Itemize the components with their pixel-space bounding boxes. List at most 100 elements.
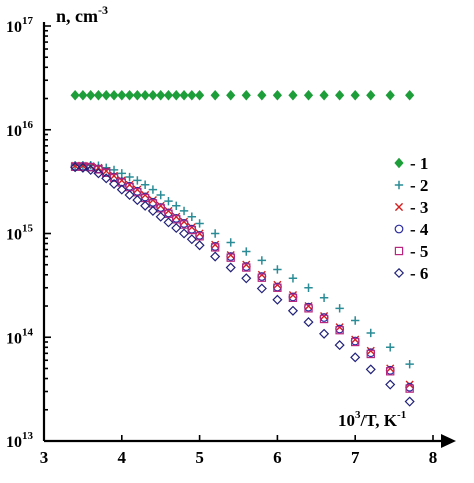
data-point	[101, 173, 112, 184]
data-point	[132, 90, 142, 101]
data-point	[210, 90, 220, 101]
data-point	[156, 190, 165, 200]
data-point	[226, 250, 235, 260]
data-point	[366, 328, 375, 338]
y-axis-label-text: n, cm	[56, 6, 98, 26]
data-point	[194, 240, 205, 251]
data-point	[148, 185, 158, 194]
data-point	[125, 172, 134, 182]
data-point	[93, 90, 104, 101]
data-point	[125, 180, 134, 189]
data-point	[187, 90, 197, 101]
data-point	[319, 328, 330, 339]
data-point	[334, 340, 345, 351]
x-tick-label: 6	[273, 448, 282, 467]
data-point	[77, 162, 88, 173]
data-point	[226, 238, 235, 247]
data-point	[304, 304, 313, 313]
data-point	[320, 312, 329, 321]
data-point	[241, 273, 252, 284]
data-point	[187, 212, 197, 221]
data-point	[117, 169, 126, 178]
legend-item-3: - 3	[394, 198, 428, 217]
data-point	[210, 251, 221, 262]
data-point	[70, 162, 81, 173]
data-point	[187, 225, 197, 235]
data-point	[172, 212, 181, 221]
data-point	[195, 229, 204, 238]
legend-marker	[394, 180, 404, 190]
x-tick-label: 5	[195, 448, 204, 467]
x-tick-label: 7	[351, 448, 360, 467]
data-point	[195, 90, 205, 101]
y-tick-label: 1017	[6, 15, 34, 36]
data-point	[147, 205, 158, 216]
data-point	[164, 206, 173, 216]
data-point	[257, 270, 266, 279]
data-point	[272, 90, 282, 101]
data-point	[319, 314, 329, 324]
data-point	[288, 293, 298, 303]
data-point	[140, 200, 151, 211]
x-axis-label: 103/T, K-1	[338, 409, 406, 430]
data-point	[303, 317, 314, 328]
data-point	[171, 222, 182, 234]
data-point	[156, 90, 166, 101]
x-tick-label: 3	[40, 448, 49, 467]
data-point	[172, 201, 181, 210]
legend-item-2: - 2	[394, 176, 428, 195]
data-point	[288, 90, 298, 101]
data-point	[350, 90, 360, 101]
data-point	[117, 176, 126, 185]
y-axis-label: n, cm-3	[56, 3, 108, 26]
data-point	[288, 274, 298, 283]
legend-label: - 3	[410, 198, 428, 217]
data-point	[78, 90, 88, 101]
data-point	[86, 90, 96, 101]
data-point	[242, 247, 251, 256]
legend-label: - 6	[410, 264, 428, 283]
data-point	[141, 190, 150, 200]
x-tick-label: 4	[118, 448, 127, 467]
data-point	[109, 90, 119, 101]
data-point	[117, 90, 127, 101]
data-point	[365, 364, 376, 375]
data-point	[386, 367, 395, 376]
data-point	[179, 220, 189, 229]
data-point	[257, 256, 267, 265]
data-point	[155, 211, 166, 222]
data-point	[101, 90, 111, 101]
data-point	[405, 384, 414, 393]
data-point	[211, 240, 220, 249]
data-point	[335, 325, 344, 335]
data-point	[405, 359, 414, 369]
data-point	[385, 379, 396, 390]
data-point	[179, 206, 189, 216]
series-4	[70, 161, 415, 392]
data-point	[187, 223, 196, 232]
data-point	[124, 90, 135, 101]
data-point	[163, 217, 174, 228]
data-point	[93, 168, 104, 179]
x-axis-label-text: /T, K	[360, 411, 398, 430]
y-tick-label: 1013	[6, 430, 34, 451]
data-point	[303, 90, 314, 101]
legend-item-6: - 6	[393, 264, 428, 283]
data-point	[171, 90, 181, 101]
data-point	[148, 90, 158, 101]
data-point	[195, 219, 204, 228]
y-tick-label: 1014	[6, 326, 34, 347]
legend-label: - 1	[410, 154, 428, 173]
data-point	[351, 335, 360, 344]
legend-item-1: - 1	[394, 154, 428, 173]
data-point	[404, 396, 415, 407]
data-point	[140, 90, 150, 101]
data-point	[257, 90, 267, 101]
data-point	[225, 262, 236, 273]
data-point	[226, 253, 235, 262]
data-point	[140, 180, 150, 189]
data-point	[156, 201, 165, 210]
series-6	[70, 162, 415, 407]
legend: - 1 - 2 - 3 - 4 - 5 - 6	[393, 154, 429, 283]
